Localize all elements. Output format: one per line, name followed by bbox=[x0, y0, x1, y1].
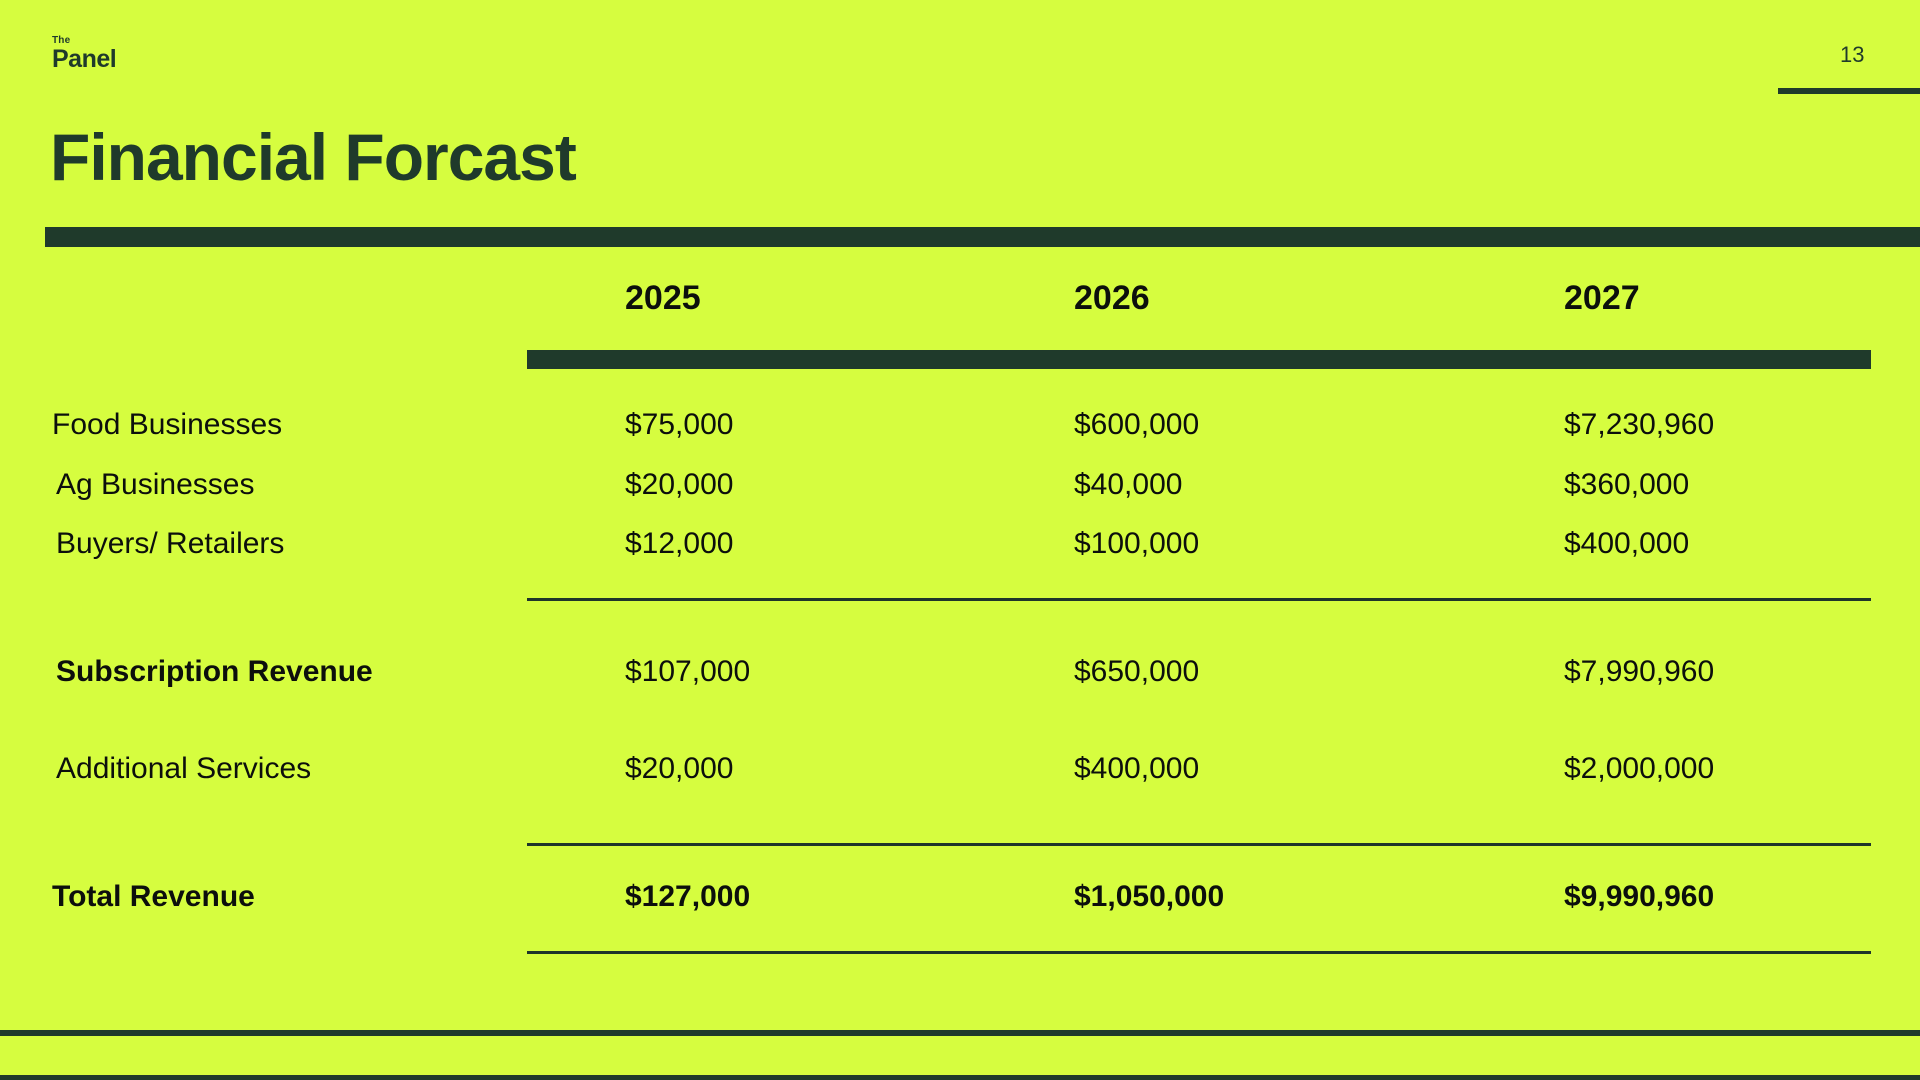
table-header-bar bbox=[527, 350, 1871, 369]
table-divider bbox=[527, 598, 1871, 601]
footer-rule bbox=[0, 1030, 1920, 1036]
table-row-subscription-revenue: Subscription Revenue $107,000 $650,000 $… bbox=[0, 650, 1920, 694]
row-value-2025: $12,000 bbox=[625, 527, 734, 560]
page-title: Financial Forcast bbox=[50, 120, 577, 194]
row-value-2027: $7,990,960 bbox=[1564, 655, 1715, 688]
row-value-2027: $7,230,960 bbox=[1564, 408, 1715, 441]
year-header-2025: 2025 bbox=[625, 278, 701, 317]
row-label: Ag Businesses bbox=[56, 468, 255, 501]
row-value-2027: $360,000 bbox=[1564, 468, 1690, 501]
row-value-2027: $2,000,000 bbox=[1564, 752, 1715, 785]
panel-logo: The Panel bbox=[52, 35, 117, 73]
row-value-2026: $40,000 bbox=[1074, 468, 1183, 501]
table-divider bbox=[527, 951, 1871, 954]
table-row-additional-services: Additional Services $20,000 $400,000 $2,… bbox=[0, 747, 1920, 791]
row-label: Food Businesses bbox=[52, 408, 283, 441]
year-header-2026: 2026 bbox=[1074, 278, 1150, 317]
logo-name: Panel bbox=[52, 45, 117, 73]
row-value-2026: $100,000 bbox=[1074, 527, 1200, 560]
title-underline-bar bbox=[45, 227, 1920, 247]
logo-prefix: The bbox=[52, 35, 71, 46]
row-label: Total Revenue bbox=[52, 880, 255, 913]
row-value-2025: $75,000 bbox=[625, 408, 734, 441]
row-value-2027: $9,990,960 bbox=[1564, 880, 1715, 913]
row-value-2026: $1,050,000 bbox=[1074, 880, 1225, 913]
row-value-2025: $127,000 bbox=[625, 880, 751, 913]
row-label: Subscription Revenue bbox=[56, 655, 373, 688]
row-label: Additional Services bbox=[56, 752, 312, 785]
table-row-total-revenue: Total Revenue $127,000 $1,050,000 $9,990… bbox=[0, 875, 1920, 919]
row-value-2026: $400,000 bbox=[1074, 752, 1200, 785]
row-value-2025: $107,000 bbox=[625, 655, 751, 688]
table-divider bbox=[527, 843, 1871, 846]
table-row-ag-businesses: Ag Businesses $20,000 $40,000 $360,000 bbox=[0, 463, 1920, 507]
row-value-2025: $20,000 bbox=[625, 752, 734, 785]
table-row-food-businesses: Food Businesses $75,000 $600,000 $7,230,… bbox=[0, 403, 1920, 447]
row-value-2026: $600,000 bbox=[1074, 408, 1200, 441]
row-label: Buyers/ Retailers bbox=[56, 527, 285, 560]
page-number-rule bbox=[1778, 88, 1920, 94]
table-row-buyers-retailers: Buyers/ Retailers $12,000 $100,000 $400,… bbox=[0, 522, 1920, 566]
table-header-row: 2025 2026 2027 bbox=[0, 276, 1920, 320]
bottom-edge-strip bbox=[0, 1075, 1920, 1080]
row-value-2027: $400,000 bbox=[1564, 527, 1690, 560]
row-value-2025: $20,000 bbox=[625, 468, 734, 501]
page-number: 13 bbox=[1840, 42, 1865, 67]
year-header-2027: 2027 bbox=[1564, 278, 1640, 317]
row-value-2026: $650,000 bbox=[1074, 655, 1200, 688]
